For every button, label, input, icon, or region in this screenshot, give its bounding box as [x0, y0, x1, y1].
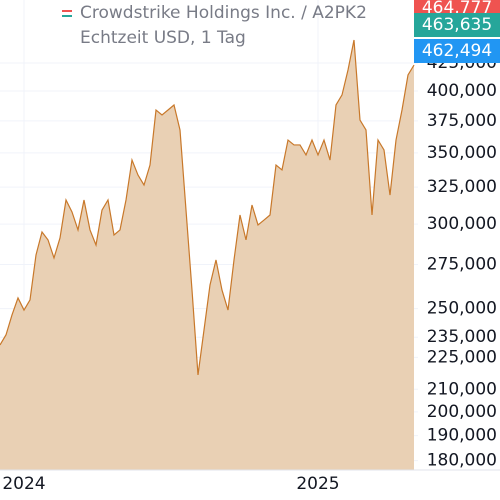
area-fill: [0, 39, 414, 470]
y-tick-label: 190,000: [427, 426, 497, 446]
y-tick-label: 275,000: [427, 254, 497, 274]
chart-title: Crowdstrike Holdings Inc. / A2PK2: [80, 3, 367, 23]
y-tick-label: 325,000: [427, 177, 497, 197]
chart-subtitle: Echtzeit USD, 1 Tag: [80, 28, 246, 48]
price-line: [0, 39, 415, 376]
y-tick-label: 400,000: [427, 81, 497, 101]
x-tick-label: 2024: [2, 474, 45, 494]
y-tick-label: 300,000: [427, 214, 497, 234]
y-tick-label: 200,000: [427, 402, 497, 422]
y-tick-label: 235,000: [427, 327, 497, 347]
price-tag-label: 463,635: [422, 15, 492, 35]
price-tag-label: 462,494: [422, 41, 492, 61]
y-tick-label: 180,000: [427, 451, 497, 471]
y-tick-label: 350,000: [427, 143, 497, 163]
y-tick-label: 250,000: [427, 299, 497, 319]
price-tag: [414, 39, 500, 63]
price-tag: [414, 13, 500, 37]
x-tick-label: 2025: [296, 474, 339, 494]
axes: 180,000 190,000 200,000 210,000 225,000235,0…: [2, 53, 497, 494]
y-tick-label: 225,000: [427, 347, 497, 367]
y-tick-label: 210,000: [427, 379, 497, 399]
plot: [0, 39, 415, 470]
y-tick-label: 375,000: [427, 111, 497, 131]
